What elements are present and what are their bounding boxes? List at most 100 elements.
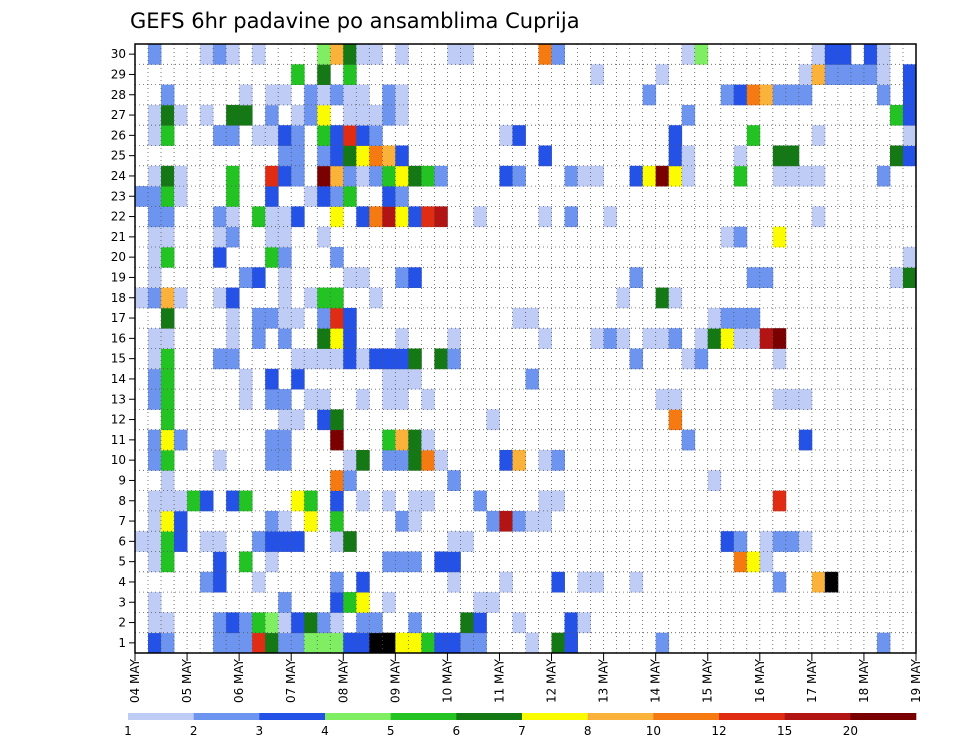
heatmap-cell bbox=[564, 206, 578, 228]
heatmap-cell bbox=[226, 165, 240, 187]
heatmap-cell bbox=[239, 551, 253, 573]
heatmap-cell bbox=[330, 186, 344, 207]
heatmap-cell bbox=[382, 551, 396, 573]
heatmap-cell bbox=[395, 145, 409, 167]
heatmap-cell bbox=[642, 165, 657, 187]
y-tick-label: 16 bbox=[111, 331, 126, 345]
heatmap-cell bbox=[642, 328, 657, 349]
heatmap-cell bbox=[395, 186, 409, 207]
heatmap-cell bbox=[252, 632, 266, 654]
heatmap-cell bbox=[343, 531, 357, 552]
grid-lines bbox=[135, 44, 916, 653]
heatmap-cell bbox=[772, 571, 787, 593]
heatmap-cell bbox=[317, 145, 331, 167]
heatmap-cell bbox=[148, 226, 162, 248]
heatmap-cell bbox=[278, 307, 292, 329]
colorbar-label: 15 bbox=[777, 724, 792, 738]
heatmap-cell bbox=[798, 84, 813, 106]
heatmap-cell bbox=[681, 429, 696, 451]
heatmap-cell bbox=[655, 165, 670, 187]
heatmap-cell bbox=[382, 429, 396, 451]
heatmap-cell bbox=[902, 125, 917, 146]
y-tick-label: 5 bbox=[118, 555, 126, 569]
heatmap-cell bbox=[395, 429, 409, 451]
heatmap-cell bbox=[265, 104, 279, 126]
heatmap-cell bbox=[746, 307, 761, 329]
heatmap-cell bbox=[447, 551, 461, 573]
heatmap-cell bbox=[369, 165, 383, 187]
heatmap-cell bbox=[889, 267, 904, 288]
heatmap-cell bbox=[252, 44, 266, 65]
heatmap-cell bbox=[551, 44, 565, 65]
heatmap-cell bbox=[551, 450, 565, 471]
heatmap-cell bbox=[226, 287, 240, 309]
heatmap-cell bbox=[135, 287, 149, 309]
y-tick-label: 17 bbox=[111, 311, 126, 325]
heatmap-cell bbox=[291, 145, 305, 167]
heatmap-cell bbox=[343, 307, 357, 329]
heatmap-cell bbox=[733, 551, 748, 573]
heatmap-cell bbox=[356, 632, 370, 654]
heatmap-cell bbox=[330, 571, 344, 593]
heatmap-cell bbox=[369, 104, 383, 126]
heatmap-cell bbox=[460, 612, 474, 634]
colorbar-swatch bbox=[390, 713, 457, 720]
heatmap-cell bbox=[863, 64, 878, 85]
heatmap-cell bbox=[317, 409, 331, 431]
heatmap-cell bbox=[395, 84, 409, 106]
heatmap-cell bbox=[681, 348, 696, 370]
heatmap-cell bbox=[174, 186, 188, 207]
heatmap-cell bbox=[317, 104, 331, 126]
heatmap-cell bbox=[395, 206, 409, 228]
heatmap-cell bbox=[616, 287, 631, 309]
heatmap-cell bbox=[707, 307, 722, 329]
heatmap-cell bbox=[382, 104, 396, 126]
heatmap-cell bbox=[148, 186, 162, 207]
heatmap-cell bbox=[148, 287, 162, 309]
heatmap-cell bbox=[538, 450, 552, 471]
heatmap-cell bbox=[733, 84, 748, 106]
heatmap-cell bbox=[525, 368, 539, 390]
y-tick-label: 12 bbox=[111, 413, 126, 427]
heatmap-cell bbox=[876, 165, 891, 187]
heatmap-cell bbox=[317, 125, 331, 146]
heatmap-cell bbox=[148, 267, 162, 288]
y-tick-label: 24 bbox=[111, 169, 126, 183]
x-tick-label: 09 MAY bbox=[388, 658, 402, 703]
heatmap-cell bbox=[408, 429, 422, 451]
colorbar-swatch bbox=[653, 713, 720, 720]
heatmap-cell bbox=[239, 612, 253, 634]
heatmap-cell bbox=[382, 165, 396, 187]
heatmap-cell bbox=[889, 104, 904, 126]
heatmap-cell bbox=[668, 389, 683, 410]
heatmap-cell bbox=[161, 409, 175, 431]
heatmap-cell bbox=[226, 226, 240, 248]
heatmap-cell bbox=[174, 287, 188, 309]
heatmap-cell bbox=[226, 307, 240, 329]
heatmap-cell bbox=[434, 632, 448, 654]
heatmap-cell bbox=[148, 125, 162, 146]
heatmap-cell bbox=[161, 348, 175, 370]
heatmap-cell bbox=[317, 44, 331, 65]
heatmap-cell bbox=[551, 632, 565, 654]
heatmap-cell bbox=[473, 206, 487, 228]
heatmap-cell bbox=[499, 450, 513, 471]
heatmap-cell bbox=[408, 510, 422, 532]
heatmap-cell bbox=[278, 84, 292, 106]
heatmap-cell bbox=[538, 44, 552, 65]
colorbar-swatch bbox=[193, 713, 260, 720]
heatmap-cell bbox=[473, 592, 487, 613]
heatmap-cell bbox=[330, 145, 344, 167]
heatmap-cell bbox=[772, 145, 787, 167]
heatmap-cell bbox=[746, 267, 761, 288]
heatmap-cell bbox=[538, 145, 552, 167]
x-axis-ticks: 04 MAY 05 MAY 06 MAY 07 MAY 08 MAY 09 MAY 10 M… bbox=[128, 653, 923, 703]
heatmap-cell bbox=[278, 632, 292, 654]
heatmap-cell bbox=[317, 328, 331, 349]
heatmap-cell bbox=[629, 348, 644, 370]
heatmap-cell bbox=[382, 368, 396, 390]
heatmap-cell bbox=[408, 348, 422, 370]
y-tick-label: 13 bbox=[111, 392, 126, 406]
heatmap-cell bbox=[174, 531, 188, 552]
heatmap-cell bbox=[317, 348, 331, 370]
